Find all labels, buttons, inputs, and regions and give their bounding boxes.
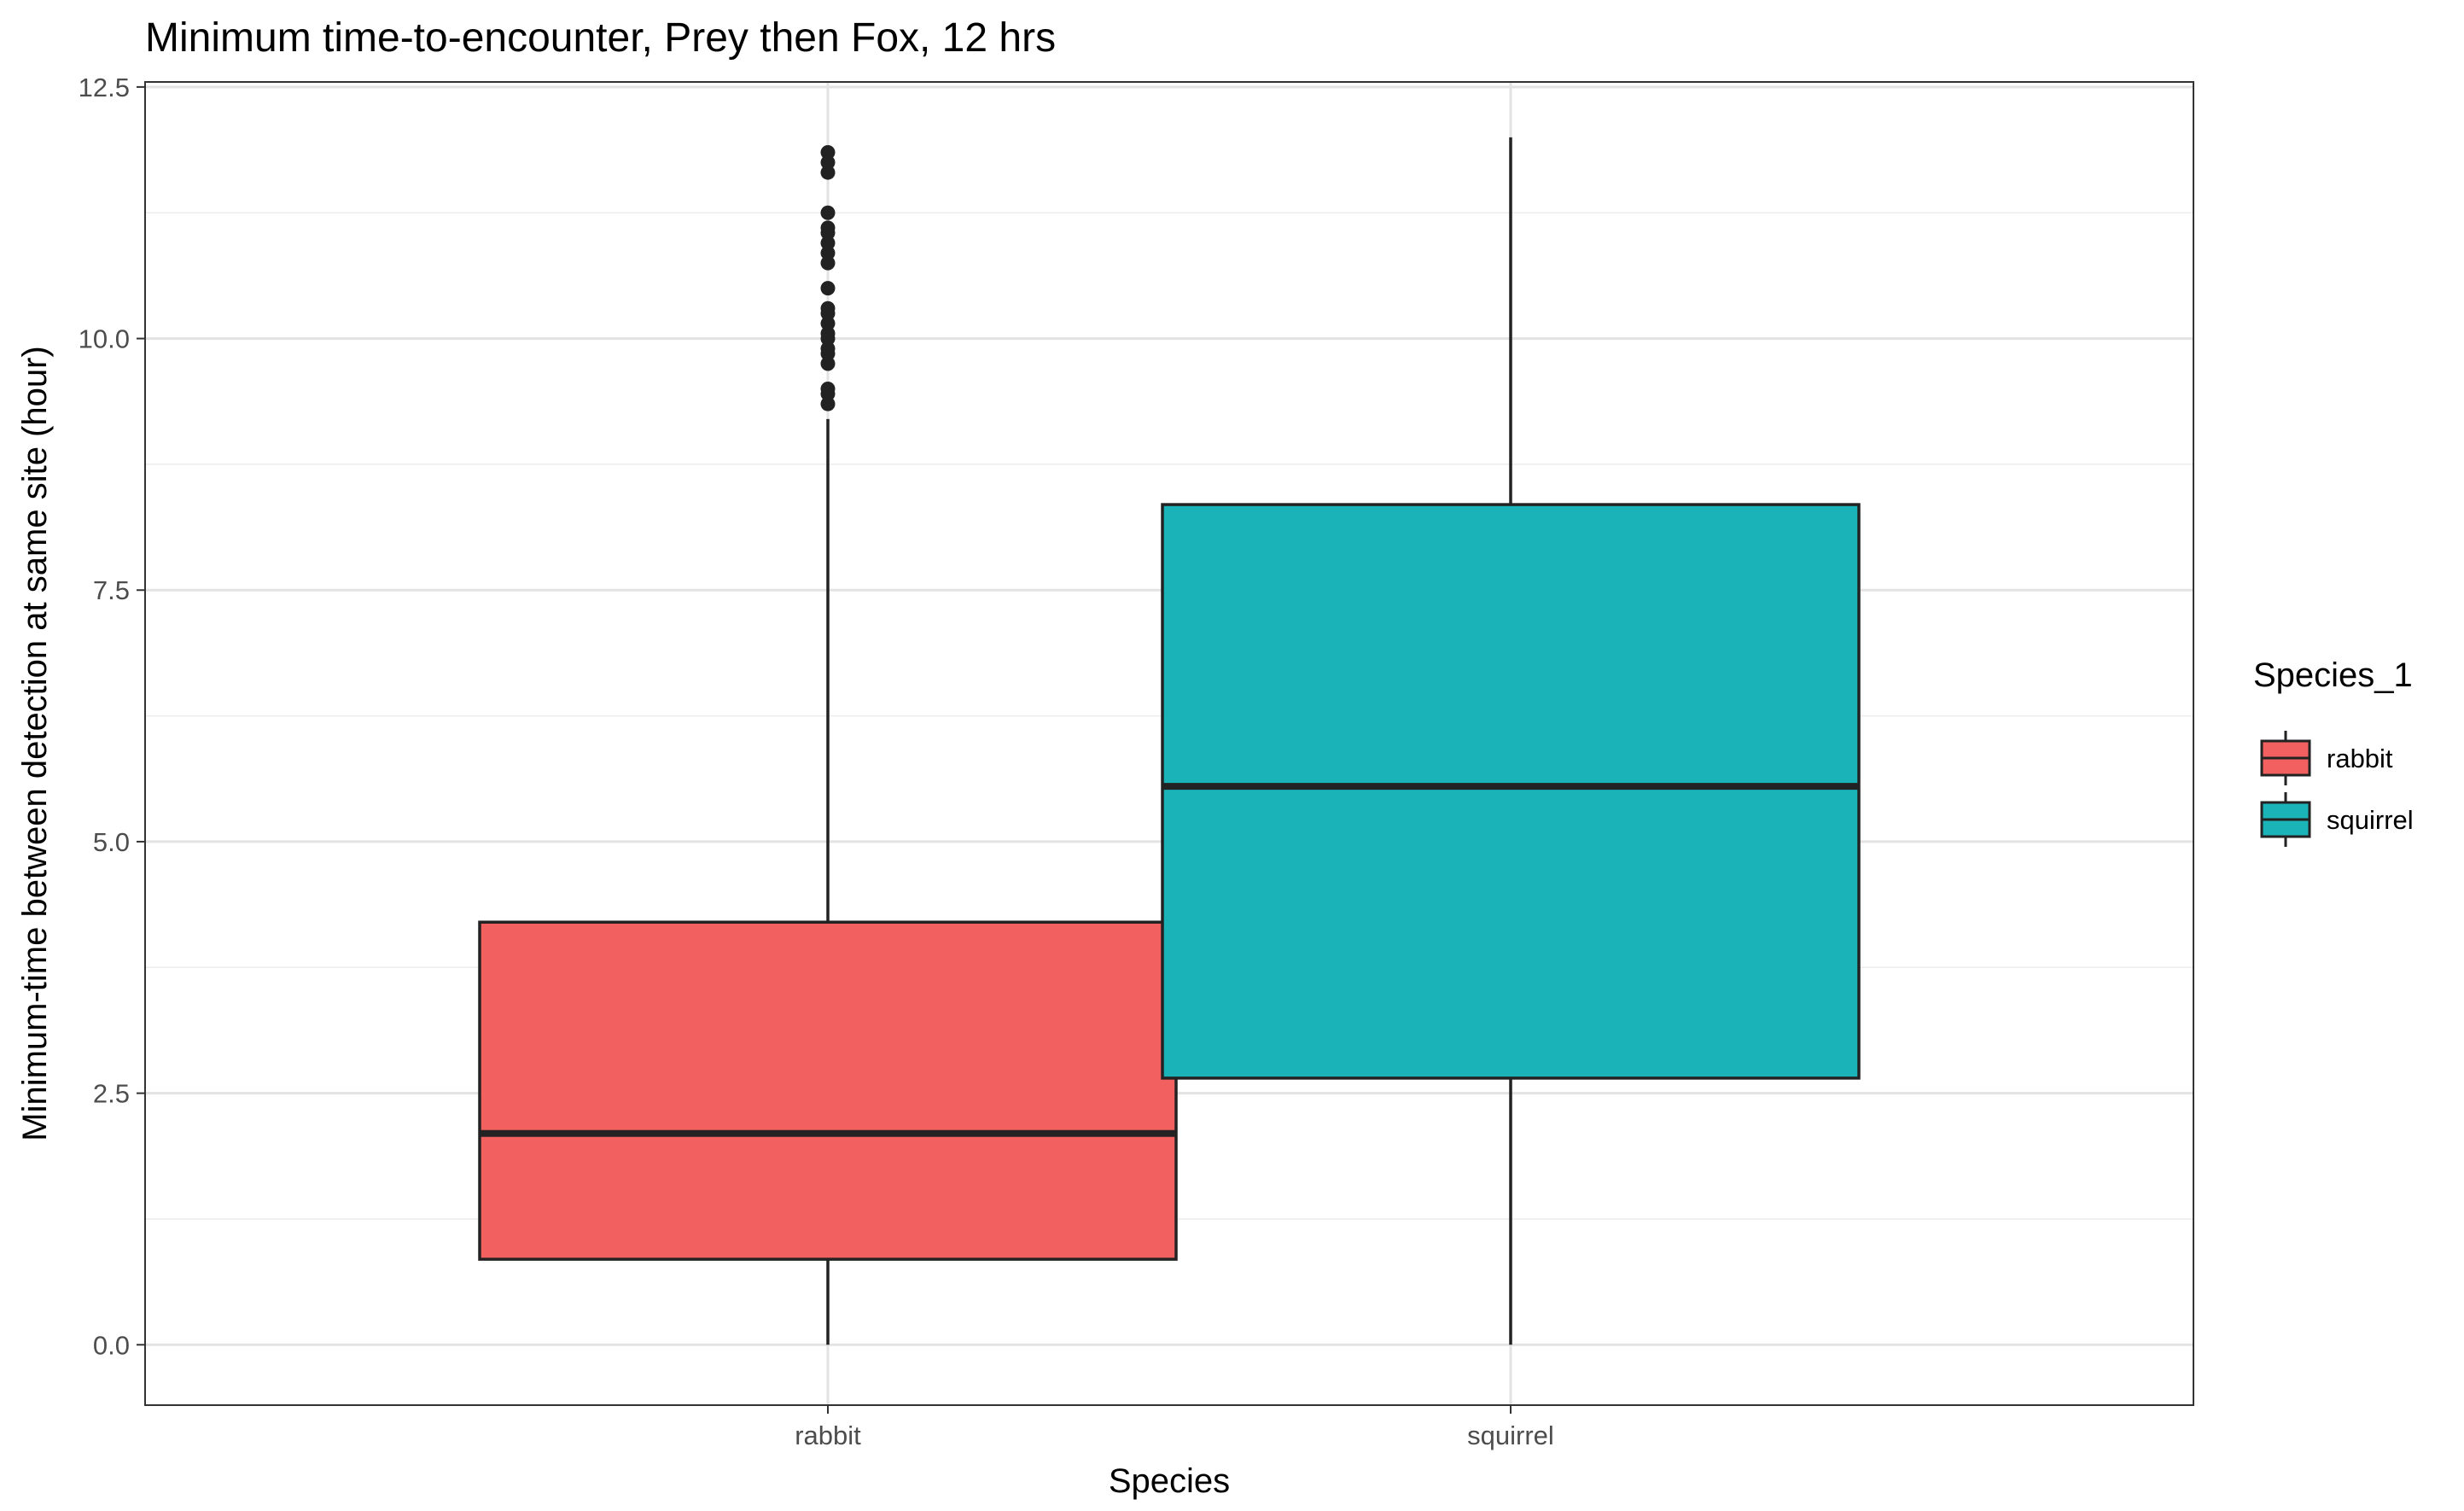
legend-title: Species_1: [2253, 656, 2413, 694]
legend-item-rabbit: rabbit: [2260, 731, 2393, 785]
outlier-point: [820, 220, 836, 236]
x-tick-label: rabbit: [795, 1421, 861, 1450]
box-rabbit: [478, 145, 1178, 1345]
y-tick-label: 2.5: [93, 1079, 130, 1109]
outlier-point: [820, 145, 836, 160]
outlier-point: [820, 382, 836, 397]
outlier-point: [820, 205, 836, 220]
x-tick-label: squirrel: [1467, 1421, 1554, 1450]
outlier-point: [820, 396, 836, 411]
outlier-point: [820, 300, 836, 316]
legend: Species_1 rabbit squirrel: [2253, 656, 2414, 847]
chart-title: Minimum time-to-encounter, Prey then Fox…: [145, 15, 1056, 61]
outlier-point: [820, 281, 836, 296]
legend-label: rabbit: [2327, 744, 2393, 773]
plot-border: [144, 81, 2194, 1406]
outlier-point: [820, 316, 836, 331]
y-tick-label: 12.5: [79, 73, 130, 102]
outlier-point: [820, 165, 836, 180]
y-axis-label: Minimum-time between detection at same s…: [16, 346, 54, 1141]
iqr-box: [1161, 503, 1861, 1080]
y-tick-label: 7.5: [93, 575, 130, 605]
outlier-point: [820, 341, 836, 356]
outlier-point: [820, 255, 836, 271]
y-tick-label: 10.0: [79, 324, 130, 354]
y-tick-label: 5.0: [93, 827, 130, 857]
box-squirrel: [1161, 137, 1861, 1345]
y-axis: 0.0 2.5 5.0 7.5 10.0 12.5: [79, 73, 145, 1360]
outlier-point: [820, 155, 836, 170]
legend-item-squirrel: squirrel: [2260, 792, 2414, 847]
legend-label: squirrel: [2327, 805, 2414, 835]
x-axis: rabbit squirrel: [795, 1405, 1554, 1450]
boxes: [478, 137, 1861, 1345]
outlier-point: [820, 326, 836, 341]
y-tick-label: 0.0: [93, 1330, 130, 1360]
outlier-point: [820, 245, 836, 260]
x-axis-label: Species: [1109, 1462, 1230, 1500]
outlier-point: [820, 236, 836, 251]
iqr-box: [478, 920, 1178, 1261]
outlier-point: [820, 356, 836, 371]
